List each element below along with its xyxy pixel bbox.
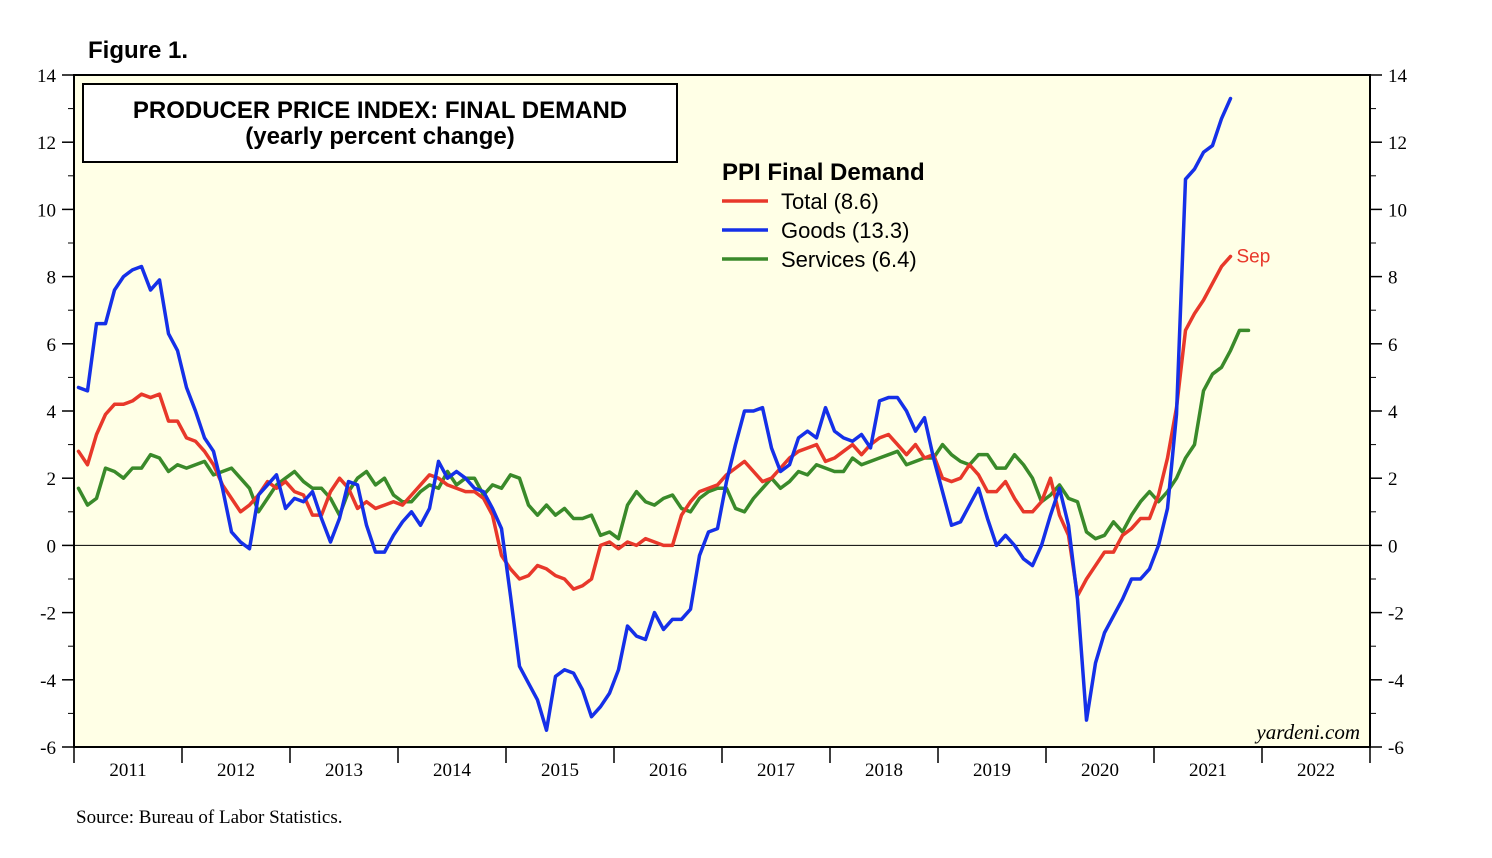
x-tick-label: 2014	[433, 760, 472, 781]
x-tick-label: 2018	[865, 760, 903, 781]
x-tick-label: 2021	[1189, 760, 1227, 781]
source-note: Source: Bureau of Labor Statistics.	[76, 807, 342, 828]
y-tick-label-left: 6	[47, 335, 57, 356]
x-tick-label: 2012	[217, 760, 255, 781]
x-tick-label: 2016	[649, 760, 687, 781]
y-tick-label-left: 4	[47, 402, 57, 423]
y-tick-label-left: 14	[37, 66, 57, 87]
series-layer	[76, 96, 1251, 732]
legend-label-services: Services (6.4)	[781, 247, 917, 272]
y-tick-label-right: -6	[1388, 738, 1404, 759]
x-axis: 2011 2012 2013 2014 2015 2016 2017 2018 2019 2020…	[73, 747, 1371, 781]
legend: PPI Final Demand Total (8.6) Goods (13.3…	[722, 159, 925, 272]
y-axis-right: -6 -4 -2 0 2 4 6 8 10 12 14	[1370, 66, 1408, 759]
x-tick-label: 2022	[1297, 760, 1335, 781]
y-tick-label-left: -4	[40, 671, 56, 692]
series-line-goods	[76, 96, 1233, 732]
watermark: yardeni.com	[1254, 720, 1360, 744]
plot-area	[73, 74, 1371, 748]
y-tick-label-left: 10	[37, 200, 56, 221]
figure-label: Figure 1.	[88, 37, 188, 64]
title-box: PRODUCER PRICE INDEX: FINAL DEMAND (year…	[82, 83, 678, 163]
y-tick-label-right: 4	[1388, 402, 1398, 423]
legend-title: PPI Final Demand	[722, 159, 925, 186]
title-box-frame	[82, 83, 678, 163]
x-tick-label: 2011	[109, 760, 146, 781]
y-tick-label-right: 2	[1388, 469, 1398, 490]
y-tick-label-right: 14	[1388, 66, 1408, 87]
y-tick-label-right: 8	[1388, 268, 1398, 289]
legend-label-goods: Goods (13.3)	[781, 218, 909, 243]
y-tick-label-left: 8	[47, 268, 57, 289]
y-tick-label-left: 2	[47, 469, 57, 490]
y-tick-label-left: 0	[47, 536, 57, 557]
x-tick-label: 2020	[1081, 760, 1119, 781]
y-tick-label-left: -6	[40, 738, 56, 759]
x-tick-label: 2015	[541, 760, 579, 781]
x-tick-label: 2013	[325, 760, 363, 781]
y-tick-label-right: 0	[1388, 536, 1398, 557]
y-tick-label-right: 12	[1388, 133, 1407, 154]
y-tick-label-left: -2	[40, 604, 56, 625]
end-label-sep: Sep	[1237, 246, 1271, 267]
y-tick-label-right: 6	[1388, 335, 1398, 356]
x-tick-label: 2017	[757, 760, 795, 781]
x-tick-label: 2019	[973, 760, 1011, 781]
y-axis-left: -6 -4 -2 0 2 4 6 8 10 12 14	[37, 66, 74, 759]
chart-subtitle: (yearly percent change)	[245, 123, 514, 150]
y-tick-label-left: 12	[37, 133, 56, 154]
y-tick-label-right: 10	[1388, 200, 1407, 221]
chart-title: PRODUCER PRICE INDEX: FINAL DEMAND	[133, 97, 627, 124]
y-tick-label-right: -4	[1388, 671, 1404, 692]
y-tick-label-right: -2	[1388, 604, 1404, 625]
legend-label-total: Total (8.6)	[781, 189, 879, 214]
